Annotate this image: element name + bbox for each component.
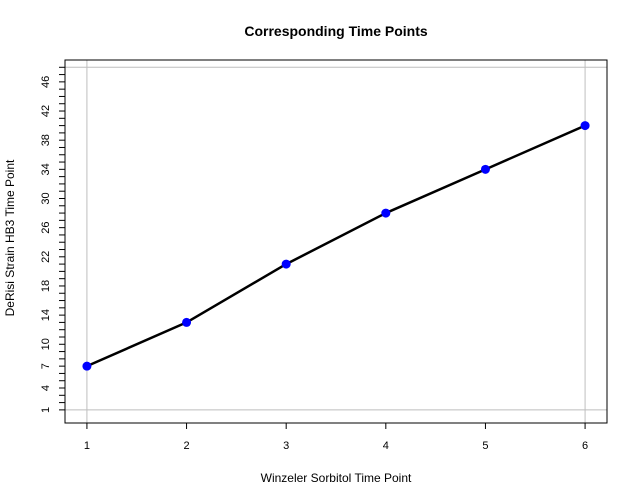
x-tick-label-4: 4 bbox=[383, 440, 389, 452]
data-point-3 bbox=[281, 259, 291, 269]
y-axis-label: DeRisi Strain HB3 Time Point bbox=[3, 159, 17, 316]
data-points bbox=[82, 121, 590, 371]
y-tick-label-38: 38 bbox=[40, 134, 52, 146]
x-tick-label-3: 3 bbox=[283, 440, 289, 452]
series-line bbox=[86, 124, 586, 368]
y-tick-label-30: 30 bbox=[40, 192, 52, 204]
y-tick-label-26: 26 bbox=[40, 222, 52, 234]
y-tick-label-18: 18 bbox=[40, 280, 52, 292]
x-tick-label-1: 1 bbox=[84, 440, 90, 452]
plot-frame bbox=[64, 59, 608, 424]
data-point-5 bbox=[480, 164, 490, 174]
series-line-group bbox=[86, 124, 586, 368]
data-point-1 bbox=[82, 361, 92, 371]
chart-title: Corresponding Time Points bbox=[244, 23, 428, 39]
y-tick-label-46: 46 bbox=[40, 76, 52, 88]
y-tick-label-1: 1 bbox=[40, 407, 52, 413]
y-tick-label-42: 42 bbox=[40, 105, 52, 117]
data-point-6 bbox=[580, 121, 590, 131]
x-axis: 1 2 3 4 5 6 bbox=[84, 423, 588, 452]
y-tick-label-7: 7 bbox=[40, 363, 52, 369]
x-tick-label-6: 6 bbox=[582, 440, 588, 452]
x-tick-label-2: 2 bbox=[183, 440, 189, 452]
y-tick-label-10: 10 bbox=[40, 338, 52, 350]
data-point-2 bbox=[182, 317, 192, 327]
x-tick-label-5: 5 bbox=[482, 440, 488, 452]
x-axis-label: Winzeler Sorbitol Time Point bbox=[261, 471, 412, 485]
data-point-4 bbox=[381, 208, 391, 218]
y-tick-label-4: 4 bbox=[40, 385, 52, 391]
y-tick-label-22: 22 bbox=[40, 251, 52, 263]
y-tick-label-34: 34 bbox=[40, 163, 52, 175]
y-tick-label-14: 14 bbox=[40, 309, 52, 321]
